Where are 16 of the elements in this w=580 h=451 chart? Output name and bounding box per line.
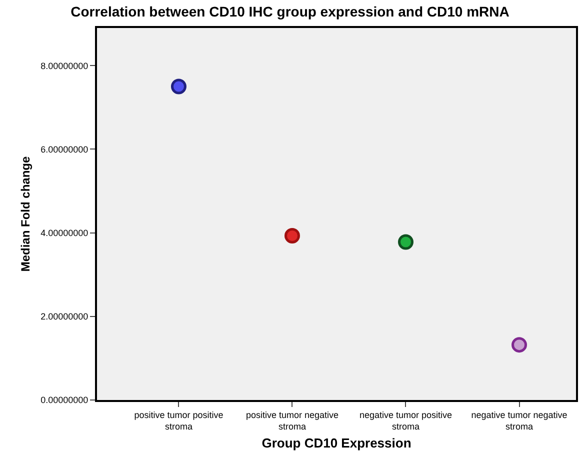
- y-tick-label: 6.00000000: [40, 144, 88, 154]
- x-tick-label: negative tumor negative stroma: [471, 410, 568, 432]
- y-tick-label: 4.00000000: [40, 228, 88, 238]
- x-tick-label: positive tumor negative stroma: [246, 410, 339, 432]
- y-tick-label: 0.00000000: [40, 395, 88, 406]
- y-tick-label: 2.00000000: [40, 312, 88, 322]
- x-tick-label: positive tumor positive stroma: [134, 410, 224, 432]
- y-tick-label: 8.00000000: [40, 60, 88, 71]
- chart-title: Correlation between CD10 IHC group expression and CD10 mRNA: [70, 4, 510, 20]
- point: [398, 234, 414, 250]
- point: [512, 337, 527, 353]
- point: [170, 78, 186, 94]
- point: [284, 228, 300, 244]
- x-tick-label: negative tumor positive stroma: [359, 410, 452, 432]
- y-axis-title: Median Fold change: [18, 156, 32, 272]
- x-axis-title: Group CD10 Expression: [262, 436, 412, 451]
